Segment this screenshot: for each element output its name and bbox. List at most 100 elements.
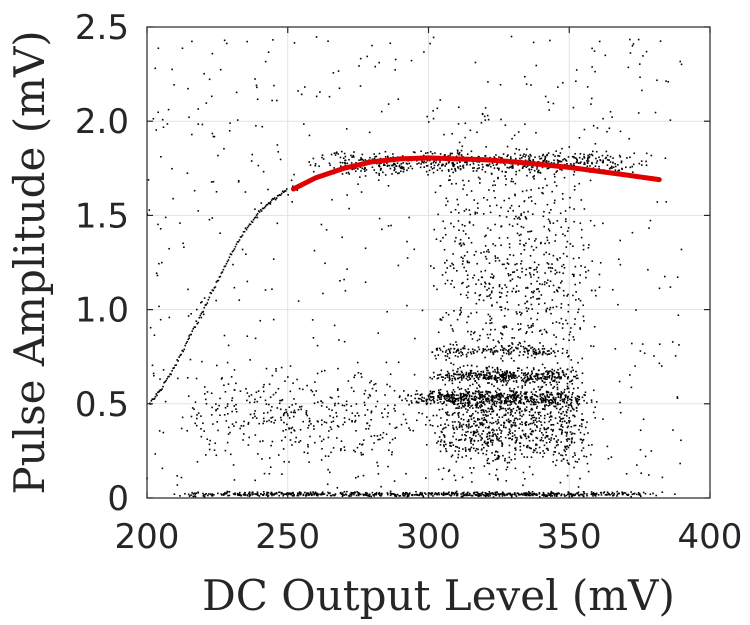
scatter-point: [177, 360, 179, 362]
scatter-point: [472, 407, 474, 409]
scatter-point: [453, 411, 456, 414]
scatter-point: [219, 68, 222, 71]
scatter-point: [531, 491, 534, 493]
scatter-point: [543, 444, 546, 447]
scatter-point: [458, 376, 461, 379]
scatter-point: [150, 399, 153, 402]
scatter-point: [480, 436, 483, 439]
scatter-point: [484, 409, 487, 412]
scatter-point: [532, 439, 534, 442]
scatter-point: [470, 438, 472, 441]
scatter-point: [445, 162, 448, 165]
scatter-point: [609, 110, 612, 113]
scatter-point: [178, 356, 180, 358]
scatter-point: [173, 493, 176, 496]
scatter-point: [530, 407, 533, 410]
scatter-point: [530, 326, 532, 328]
scatter-point: [423, 400, 425, 403]
scatter-point: [484, 245, 487, 247]
scatter-point: [246, 392, 249, 394]
scatter-point: [456, 150, 459, 152]
scatter-point: [518, 408, 520, 410]
scatter-point: [500, 345, 503, 347]
scatter-point: [598, 165, 600, 168]
scatter-point: [559, 282, 562, 284]
scatter-point: [513, 493, 516, 495]
scatter-point: [309, 164, 312, 166]
scatter-point: [276, 407, 279, 409]
scatter-point: [368, 424, 371, 427]
scatter-point: [472, 447, 475, 450]
scatter-point: [548, 416, 551, 419]
scatter-point: [489, 348, 492, 351]
scatter-point: [532, 398, 534, 400]
scatter-point: [580, 423, 583, 425]
scatter-point: [471, 348, 474, 351]
scatter-point: [300, 93, 303, 96]
scatter-point: [558, 271, 561, 274]
scatter-point: [481, 112, 484, 115]
scatter-point: [174, 364, 176, 367]
scatter-point: [639, 448, 642, 451]
scatter-point: [462, 188, 464, 190]
scatter-point: [500, 440, 502, 442]
scatter-point: [471, 375, 473, 378]
scatter-point: [291, 404, 293, 406]
scatter-point: [530, 418, 533, 420]
scatter-point: [421, 393, 423, 396]
scatter-point: [249, 223, 252, 226]
scatter-point: [453, 394, 456, 396]
scatter-point: [492, 421, 495, 424]
scatter-point: [203, 306, 206, 309]
scatter-point: [321, 154, 324, 156]
scatter-point: [551, 374, 554, 376]
scatter-point: [525, 374, 528, 376]
scatter-point: [197, 412, 200, 414]
scatter-point: [454, 169, 457, 171]
scatter-point: [573, 424, 576, 427]
scatter-point: [357, 475, 359, 478]
scatter-point: [509, 166, 511, 168]
scatter-point: [540, 157, 543, 160]
scatter-point: [525, 242, 527, 245]
scatter-point: [519, 414, 522, 417]
scatter-point: [619, 411, 622, 414]
scatter-point: [527, 307, 530, 310]
scatter-point: [487, 495, 490, 497]
scatter-point: [217, 154, 219, 157]
scatter-point: [233, 479, 236, 481]
scatter-point: [509, 371, 511, 373]
scatter-point: [444, 377, 447, 379]
scatter-point: [463, 406, 465, 408]
scatter-point: [457, 211, 460, 214]
scatter-point: [475, 382, 478, 384]
scatter-point: [565, 411, 568, 414]
scatter-point: [519, 442, 522, 445]
scatter-point: [469, 402, 471, 404]
scatter-point: [280, 366, 283, 369]
scatter-point: [360, 157, 362, 159]
scatter-point: [546, 447, 549, 450]
scatter-point: [525, 307, 528, 309]
scatter-point: [379, 169, 382, 171]
scatter-point: [362, 474, 365, 477]
scatter-point: [506, 493, 508, 495]
scatter-point: [562, 272, 564, 275]
scatter-point: [475, 396, 478, 398]
scatter-point: [550, 490, 553, 493]
scatter-point: [540, 421, 542, 423]
scatter-point: [557, 350, 559, 352]
scatter-point: [223, 493, 226, 496]
scatter-point: [459, 238, 462, 241]
scatter-point: [491, 406, 493, 409]
scatter-point: [514, 447, 516, 450]
scatter-point: [543, 253, 545, 256]
scatter-point: [560, 494, 562, 497]
scatter-point: [507, 345, 510, 347]
scatter-point: [265, 204, 268, 206]
scatter-point: [631, 231, 634, 234]
scatter-point: [482, 398, 484, 401]
scatter-point: [543, 452, 546, 455]
scatter-point: [223, 334, 226, 337]
scatter-point: [568, 421, 571, 424]
